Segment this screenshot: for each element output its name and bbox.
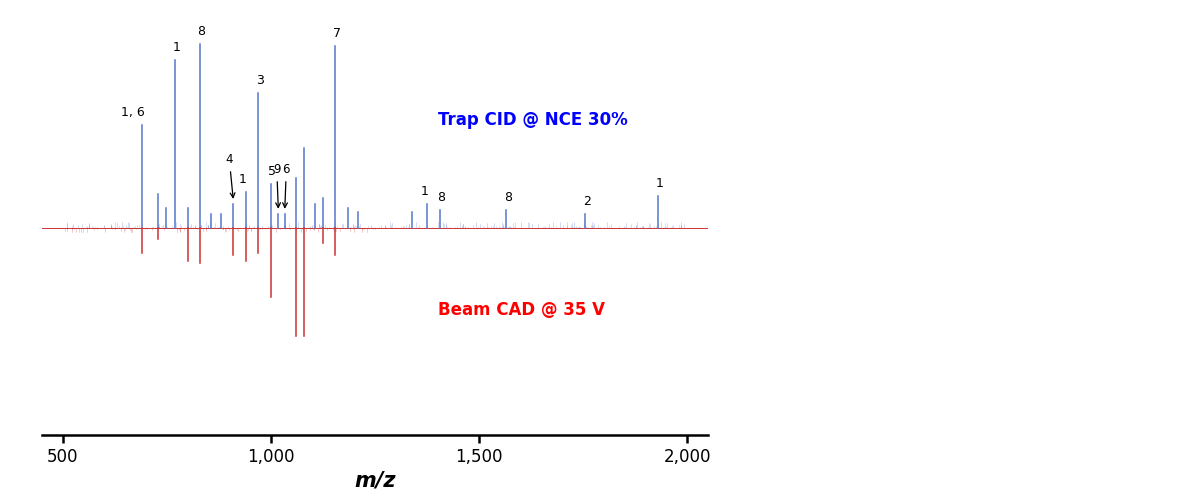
X-axis label: m/z: m/z bbox=[354, 470, 396, 490]
Text: 5: 5 bbox=[268, 165, 276, 178]
Text: 1: 1 bbox=[173, 40, 180, 54]
Text: 2: 2 bbox=[583, 194, 590, 207]
Text: 8: 8 bbox=[504, 191, 511, 204]
Text: 1: 1 bbox=[421, 185, 428, 198]
Text: 6: 6 bbox=[282, 163, 290, 208]
Text: 8: 8 bbox=[437, 191, 445, 204]
Text: 9: 9 bbox=[274, 163, 281, 208]
Text: 1: 1 bbox=[655, 177, 664, 190]
Text: 7: 7 bbox=[332, 27, 341, 40]
Text: Trap CID @ NCE 30%: Trap CID @ NCE 30% bbox=[438, 110, 628, 128]
Text: 1: 1 bbox=[239, 173, 246, 186]
Text: 3: 3 bbox=[256, 74, 264, 87]
Text: 1, 6: 1, 6 bbox=[121, 106, 145, 119]
Text: Beam CAD @ 35 V: Beam CAD @ 35 V bbox=[438, 302, 605, 320]
Text: 8: 8 bbox=[198, 25, 205, 38]
Text: 4: 4 bbox=[226, 153, 235, 198]
